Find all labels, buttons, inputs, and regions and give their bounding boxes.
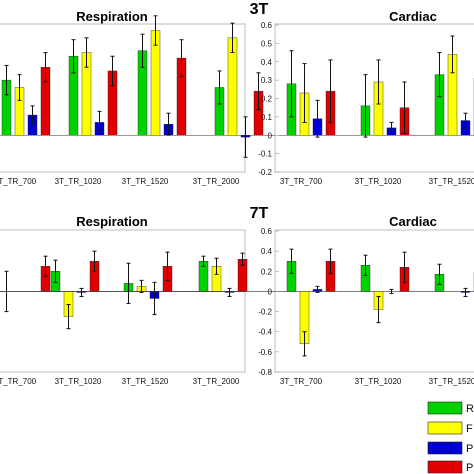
panel-7t-respiration: [0, 229, 246, 373]
panel-7t-cardiac: [274, 229, 474, 373]
y-tick-label: 0.4: [261, 247, 273, 256]
x-tick-label: 3T_TR_1520: [122, 377, 169, 386]
x-tick-label: 3T_TR_700: [280, 177, 323, 186]
y-tick-label: 0.5: [261, 39, 273, 48]
y-tick-label: -0.6: [258, 348, 272, 357]
bar: [150, 30, 161, 136]
x-tick-label: 3T_TR_1020: [55, 177, 102, 186]
x-tick-label: 3T_TR_1520: [429, 177, 474, 186]
y-tick-label: 0.3: [261, 76, 273, 85]
x-tick-label: 3T_TR_2000: [193, 377, 240, 386]
legend-swatch-1: [427, 401, 463, 415]
legend-label-2: F: [466, 423, 473, 435]
y-tick-label: 0.6: [261, 227, 273, 236]
chart-title-7t-respiration: Respiration: [76, 214, 148, 229]
x-tick-label: 3T_TR_1020: [355, 177, 402, 186]
chart-title-3t-respiration: Respiration: [76, 9, 148, 24]
x-tick-label: 3T_TR_2000: [193, 177, 240, 186]
y-tick-label: 0.2: [261, 95, 273, 104]
row-label-7t: 7T: [250, 205, 269, 222]
legend-label-4: P: [466, 462, 473, 474]
chart-title-7t-cardiac: Cardiac: [389, 214, 437, 229]
x-tick-label: 3T_TR_700: [0, 177, 37, 186]
y-tick-label: 0: [268, 287, 273, 296]
y-tick-label: 0.4: [261, 58, 273, 67]
y-tick-label: -0.4: [258, 328, 272, 337]
legend: R F P P: [427, 401, 474, 474]
y-tick-label: 0: [268, 131, 273, 140]
y-tick-label: -0.2: [258, 168, 272, 177]
y-tick-label: -0.8: [258, 368, 272, 377]
legend-swatch-4: [427, 460, 463, 474]
chart-title-3t-cardiac: Cardiac: [389, 9, 437, 24]
legend-label-1: R: [466, 403, 474, 415]
y-tick-label: 0.6: [261, 21, 273, 30]
y-tick-label: 0.1: [261, 113, 273, 122]
panel-3t-cardiac: [274, 23, 474, 173]
y-tick-label: -0.1: [258, 150, 272, 159]
row-label-3t: 3T: [250, 1, 269, 18]
y-tick-label: 0.2: [261, 267, 273, 276]
x-tick-label: 3T_TR_1520: [122, 177, 169, 186]
x-tick-label: 3T_TR_1020: [55, 377, 102, 386]
x-tick-label: 3T_TR_700: [0, 377, 37, 386]
legend-swatch-3: [427, 441, 463, 455]
x-tick-label: 3T_TR_1020: [355, 377, 402, 386]
legend-label-3: P: [466, 443, 473, 455]
x-tick-label: 3T_TR_700: [280, 377, 323, 386]
legend-swatch-2: [427, 421, 463, 435]
y-tick-label: -0.2: [258, 308, 272, 317]
x-tick-label: 3T_TR_1520: [429, 377, 474, 386]
panel-3t-respiration: [0, 23, 246, 173]
